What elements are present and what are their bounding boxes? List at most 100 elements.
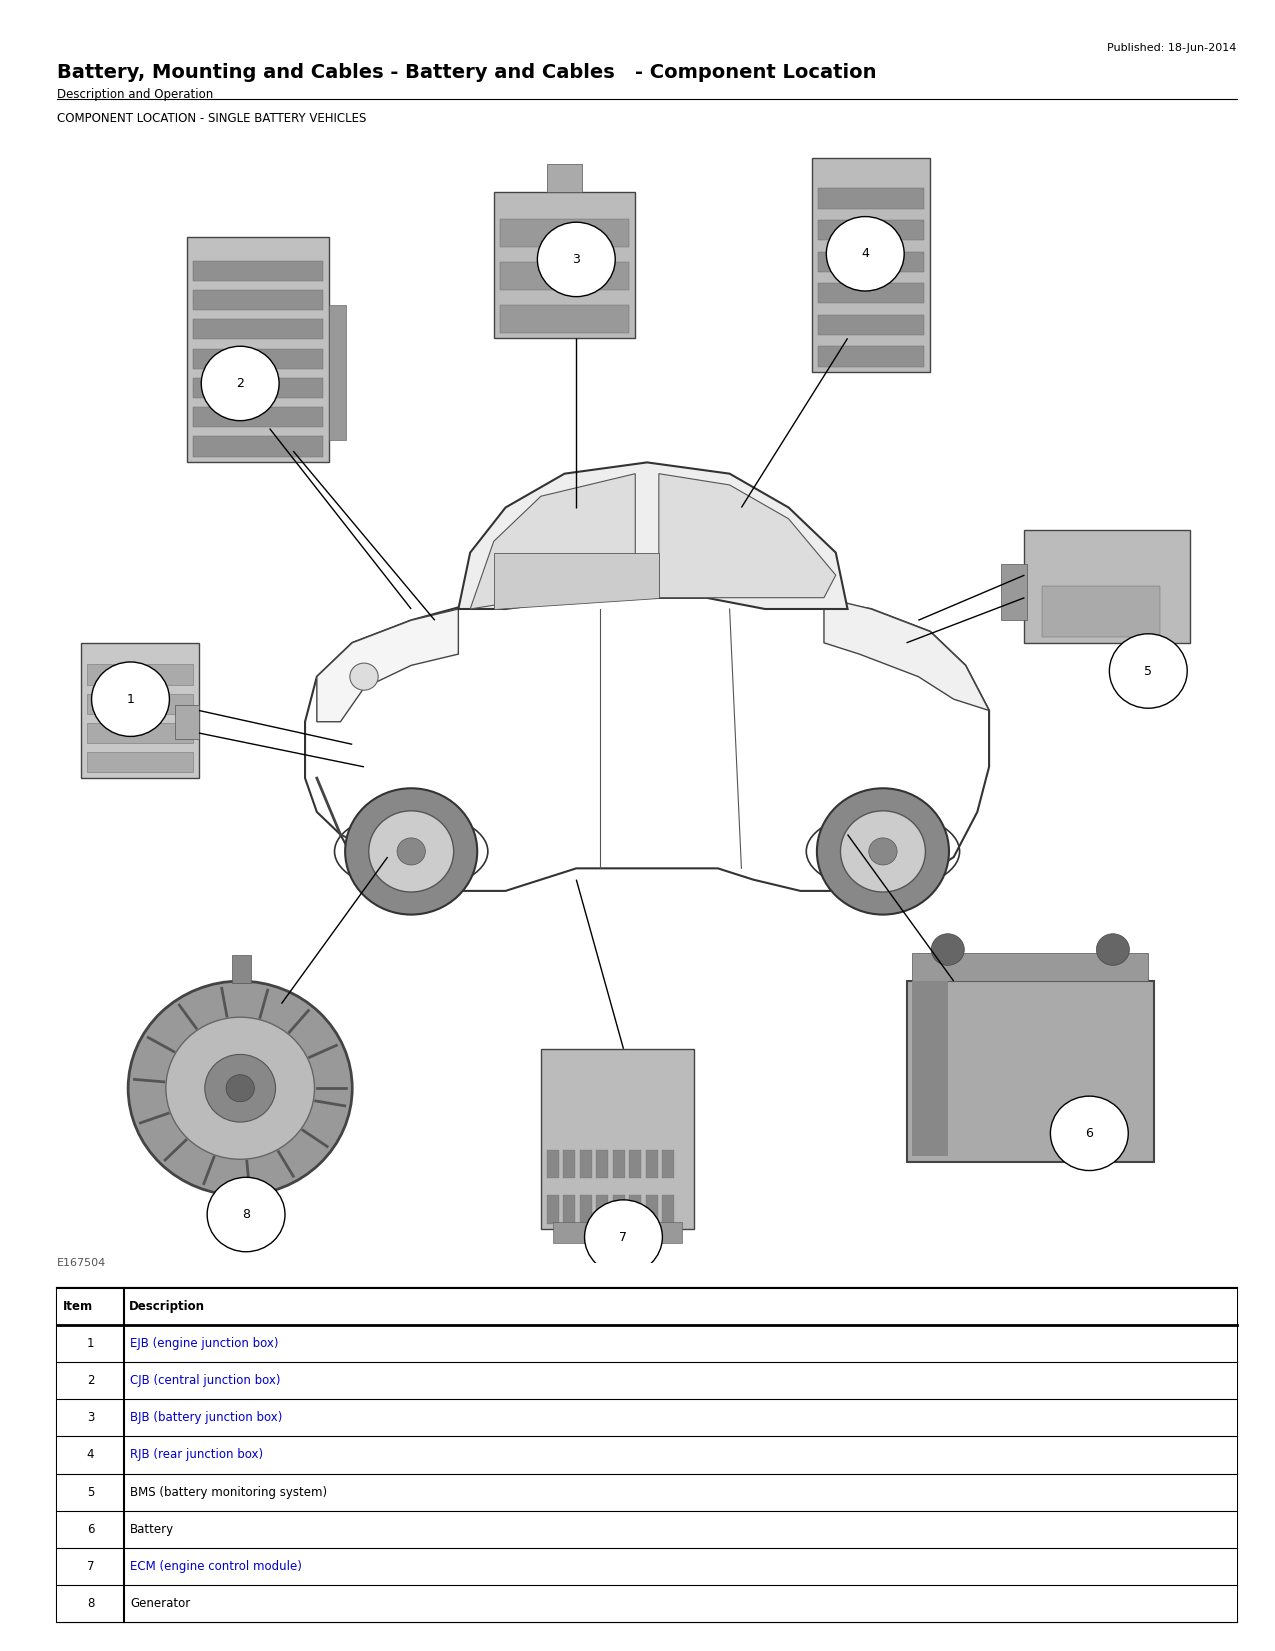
Bar <box>580 1195 592 1223</box>
Text: 2: 2 <box>236 376 244 390</box>
Bar <box>57 1436 1237 1473</box>
Circle shape <box>128 981 352 1195</box>
Bar <box>663 1195 674 1223</box>
Bar <box>193 408 323 428</box>
Bar <box>57 1288 1237 1324</box>
Text: Generator: Generator <box>130 1597 190 1610</box>
FancyBboxPatch shape <box>1025 530 1190 642</box>
Bar <box>175 705 199 738</box>
Polygon shape <box>659 474 836 598</box>
Bar <box>663 1151 674 1179</box>
Circle shape <box>349 664 379 690</box>
Text: Description and Operation: Description and Operation <box>57 88 214 101</box>
Bar <box>552 1222 682 1243</box>
Text: EJB (engine junction box): EJB (engine junction box) <box>130 1337 278 1351</box>
Circle shape <box>1096 934 1130 966</box>
Bar <box>547 1151 558 1179</box>
Text: Description: Description <box>129 1299 205 1313</box>
Circle shape <box>537 223 616 297</box>
Bar <box>819 315 924 335</box>
Circle shape <box>207 1177 286 1251</box>
Circle shape <box>346 788 477 915</box>
FancyBboxPatch shape <box>907 981 1154 1162</box>
Text: Battery: Battery <box>130 1522 175 1535</box>
Circle shape <box>201 347 279 421</box>
Circle shape <box>368 811 454 892</box>
Bar <box>500 304 630 334</box>
Text: E167504: E167504 <box>57 1258 107 1268</box>
Circle shape <box>205 1055 275 1123</box>
Text: BJB (battery junction box): BJB (battery junction box) <box>130 1412 283 1425</box>
Text: 1: 1 <box>87 1337 94 1351</box>
Bar <box>57 1362 1237 1400</box>
Bar <box>597 1195 608 1223</box>
Circle shape <box>226 1075 254 1101</box>
Bar <box>564 1195 575 1223</box>
Bar <box>329 304 347 439</box>
Bar <box>232 956 251 984</box>
Bar <box>580 1151 592 1179</box>
Text: 7: 7 <box>620 1230 627 1243</box>
Text: Battery, Mounting and Cables - Battery and Cables   - Component Location: Battery, Mounting and Cables - Battery a… <box>57 63 877 83</box>
FancyBboxPatch shape <box>187 236 329 462</box>
Text: CJB (central junction box): CJB (central junction box) <box>130 1374 280 1387</box>
Circle shape <box>1051 1096 1128 1171</box>
Bar <box>613 1151 625 1179</box>
Bar <box>57 1585 1237 1621</box>
Bar <box>87 664 193 685</box>
Text: 8: 8 <box>242 1209 250 1222</box>
Circle shape <box>931 934 964 966</box>
Circle shape <box>1109 634 1187 708</box>
Bar <box>630 1195 641 1223</box>
Circle shape <box>92 662 170 736</box>
Bar <box>57 1324 1237 1362</box>
FancyBboxPatch shape <box>541 1048 694 1230</box>
Bar <box>193 378 323 398</box>
Polygon shape <box>824 598 989 710</box>
Text: 4: 4 <box>862 248 870 261</box>
Bar <box>87 693 193 713</box>
Text: Item: Item <box>62 1299 93 1313</box>
Bar <box>57 1511 1237 1549</box>
Bar <box>646 1151 658 1179</box>
Bar <box>87 753 193 773</box>
Bar <box>57 1400 1237 1436</box>
Text: 6: 6 <box>87 1522 94 1535</box>
Text: COMPONENT LOCATION - SINGLE BATTERY VEHICLES: COMPONENT LOCATION - SINGLE BATTERY VEHI… <box>57 112 367 125</box>
Bar <box>193 319 323 340</box>
Circle shape <box>166 1017 315 1159</box>
Text: BMS (battery monitoring system): BMS (battery monitoring system) <box>130 1486 328 1499</box>
Text: 3: 3 <box>87 1412 94 1425</box>
Circle shape <box>826 216 904 291</box>
Bar <box>630 1151 641 1179</box>
Circle shape <box>868 839 898 865</box>
Bar <box>57 1288 1237 1621</box>
Polygon shape <box>316 609 459 721</box>
Circle shape <box>397 839 426 865</box>
FancyBboxPatch shape <box>812 158 929 371</box>
Bar <box>193 348 323 368</box>
Text: 6: 6 <box>1085 1128 1093 1139</box>
Bar <box>597 1151 608 1179</box>
Bar <box>500 261 630 291</box>
Text: ECM (engine control module): ECM (engine control module) <box>130 1560 302 1573</box>
Bar <box>87 723 193 743</box>
Bar <box>819 220 924 241</box>
Text: 2: 2 <box>87 1374 94 1387</box>
Polygon shape <box>459 462 848 609</box>
Bar <box>500 220 630 248</box>
Bar <box>819 282 924 304</box>
Circle shape <box>817 788 949 915</box>
Bar <box>913 953 1149 981</box>
Text: 4: 4 <box>87 1448 94 1461</box>
Bar <box>564 1151 575 1179</box>
Bar <box>193 436 323 457</box>
Bar <box>193 261 323 281</box>
Text: 5: 5 <box>1144 664 1153 677</box>
Bar <box>57 1473 1237 1511</box>
Bar <box>819 188 924 208</box>
Bar <box>1042 586 1160 637</box>
Polygon shape <box>305 598 989 892</box>
Text: Published: 18-Jun-2014: Published: 18-Jun-2014 <box>1108 43 1237 53</box>
Bar <box>613 1195 625 1223</box>
